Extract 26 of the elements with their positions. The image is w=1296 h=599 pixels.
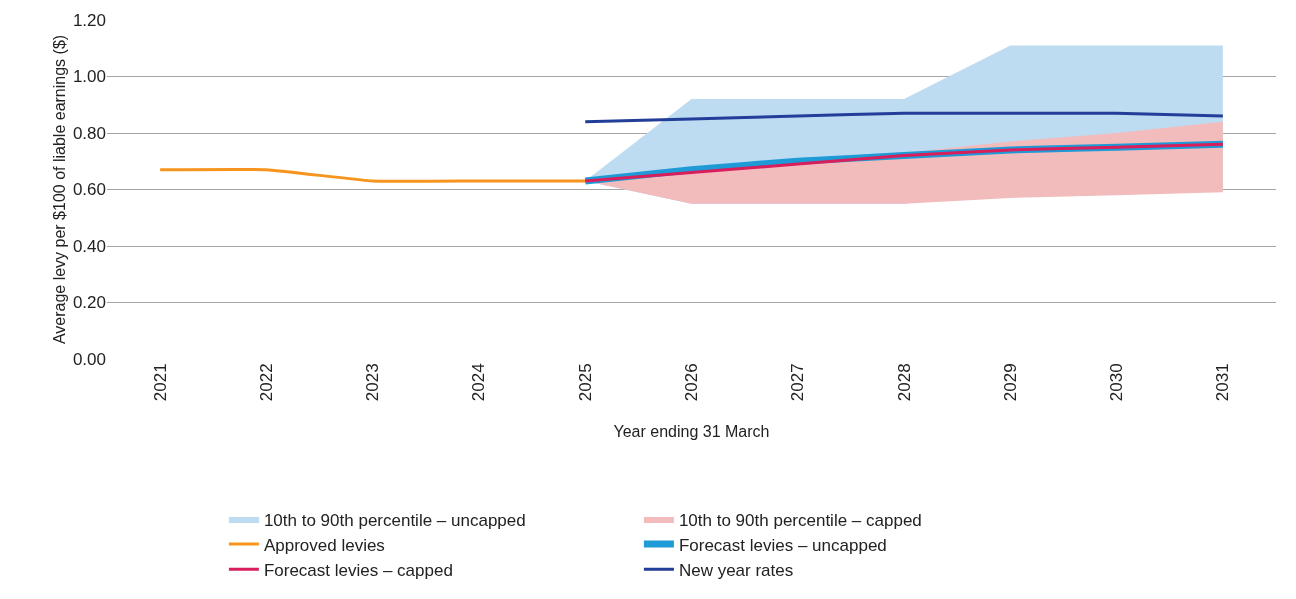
x-tick-label: 2024 bbox=[469, 363, 489, 402]
y-tick-label: 1.00 bbox=[72, 67, 106, 87]
x-axis-title: Year ending 31 March bbox=[613, 422, 770, 440]
x-tick-label: 2030 bbox=[1107, 363, 1127, 402]
legend-label: 10th to 90th percentile – uncapped bbox=[263, 510, 526, 530]
legend-label: Forecast levies – capped bbox=[263, 560, 453, 580]
y-tick-label: 0.80 bbox=[72, 123, 106, 143]
legend-label: Forecast levies – uncapped bbox=[678, 535, 887, 555]
y-tick-label: 0.60 bbox=[72, 180, 106, 200]
x-tick-label: 2022 bbox=[256, 363, 276, 402]
x-tick-label: 2025 bbox=[575, 363, 595, 402]
legend-label: New year rates bbox=[678, 560, 794, 580]
y-axis-title: Average levy per $100 of liable earnings ($) bbox=[51, 34, 68, 345]
legend-label: Approved levies bbox=[263, 535, 385, 555]
y-tick-label: 1.20 bbox=[72, 10, 106, 30]
x-tick-label: 2021 bbox=[150, 363, 170, 402]
x-tick-label: 2031 bbox=[1213, 363, 1233, 402]
legend-label: 10th to 90th percentile – capped bbox=[678, 510, 922, 530]
x-tick-label: 2029 bbox=[1000, 363, 1020, 402]
x-tick-label: 2027 bbox=[788, 363, 808, 402]
y-tick-label: 0.20 bbox=[72, 293, 106, 313]
x-tick-label: 2028 bbox=[894, 363, 914, 402]
x-tick-label: 2026 bbox=[682, 363, 702, 402]
x-tick-label: 2023 bbox=[363, 363, 383, 402]
y-tick-label: 0.40 bbox=[72, 236, 106, 256]
y-tick-label: 0.00 bbox=[72, 349, 106, 369]
